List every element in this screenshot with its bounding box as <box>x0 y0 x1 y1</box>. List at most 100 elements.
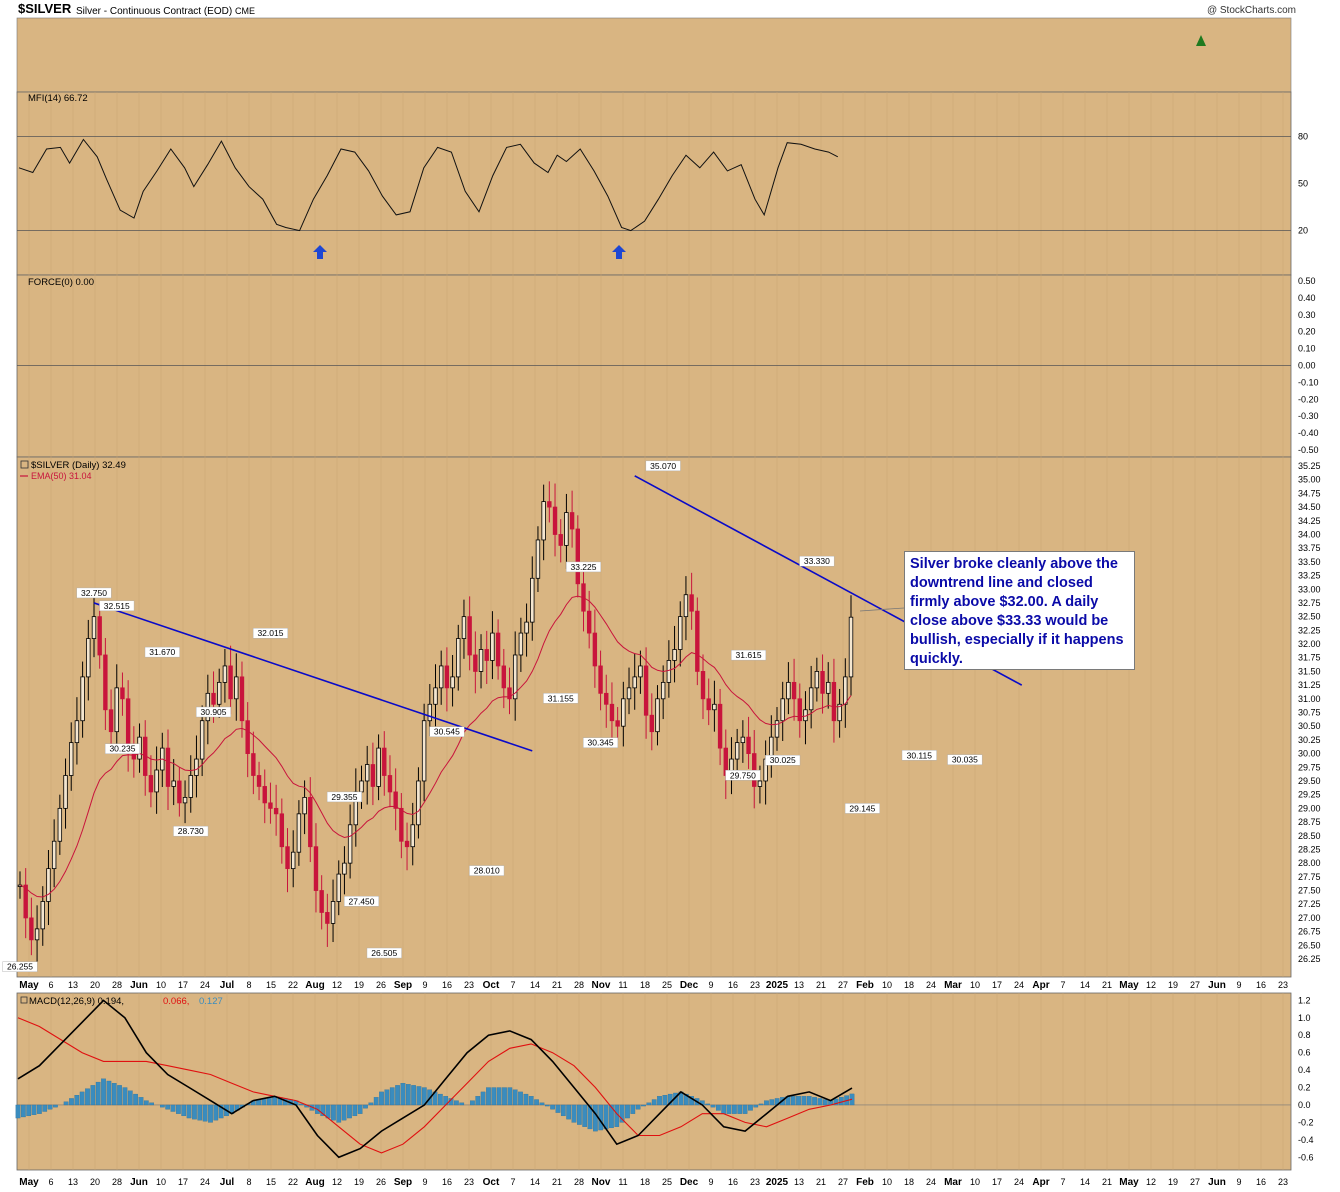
price-candle <box>814 671 820 689</box>
macd-panel-bg <box>16 992 1292 1171</box>
price-label-box-5 <box>173 825 209 837</box>
xaxis-bottom-30: Dec <box>680 1177 699 1188</box>
price-candle <box>285 846 290 870</box>
header-box <box>16 17 1292 93</box>
price-candle <box>672 649 677 661</box>
price-candle <box>632 676 637 689</box>
xaxis-top-38: Feb <box>856 980 874 991</box>
ema-label: EMA(50) 31.04 <box>31 471 92 481</box>
mfi-panel-bg <box>16 91 1292 276</box>
price-label-12: 28.010 <box>474 866 500 876</box>
macd-hist-bar <box>454 1100 459 1106</box>
price-label-3: 30.235 <box>109 744 135 754</box>
price-tick-10: 32.75 <box>1298 598 1321 608</box>
macd-hist-bar <box>336 1104 342 1123</box>
xaxis-bottom-45: 24 <box>1014 1177 1024 1187</box>
macd-hist-bar <box>213 1104 219 1121</box>
price-label-22: 30.115 <box>907 750 933 760</box>
macd-hist-bar <box>320 1104 326 1117</box>
price-candle <box>222 665 228 683</box>
xaxis-bottom-6: 10 <box>156 1177 166 1187</box>
price-label-11: 30.545 <box>434 727 460 737</box>
price-tick-7: 33.50 <box>1298 557 1321 567</box>
macd-hist-bar <box>662 1095 668 1106</box>
force-tick-9: -0.40 <box>1298 428 1319 438</box>
macd-hist-bar <box>411 1085 416 1106</box>
macd-hist-bar <box>582 1104 588 1127</box>
macd-hist-bar <box>63 1101 69 1106</box>
price-candle <box>268 802 273 809</box>
price-tick-22: 29.75 <box>1298 762 1321 772</box>
macd-hist-bar <box>69 1098 74 1106</box>
macd-hist-bar <box>373 1097 379 1106</box>
xaxis-top-57: 23 <box>1278 980 1288 990</box>
macd-hist-bar <box>512 1089 518 1106</box>
price-candle <box>330 901 336 924</box>
macd-hist-bar <box>833 1098 839 1106</box>
macd-tick-2: 0.8 <box>1298 1030 1311 1040</box>
macd-hist-bar <box>122 1087 128 1106</box>
price-candle <box>114 687 119 733</box>
macd-hist-bar <box>47 1104 53 1110</box>
xaxis-top-17: Sep <box>394 980 412 991</box>
force-tick-1: 0.40 <box>1298 293 1316 303</box>
price-tick-33: 27.00 <box>1298 913 1321 923</box>
xaxis-bottom-29: 25 <box>662 1177 672 1187</box>
mfi-line <box>18 138 839 232</box>
price-label-box-20 <box>799 555 835 567</box>
macd-hist-bar <box>42 1104 48 1112</box>
price-label-box-1 <box>76 587 112 599</box>
price-candle <box>774 720 780 738</box>
force-panel-bg <box>16 274 1292 458</box>
price-label-7: 32.015 <box>257 628 283 638</box>
force-tick-5: 0.00 <box>1298 361 1316 371</box>
price-tick-28: 28.25 <box>1298 844 1321 854</box>
price-candle <box>456 638 461 678</box>
xaxis-bottom-19: 16 <box>442 1177 452 1187</box>
price-candle <box>660 681 666 700</box>
macd-hist-bar <box>347 1104 352 1119</box>
price-label-17: 29.750 <box>730 770 756 780</box>
price-candle <box>86 638 91 678</box>
macd-hist-bar <box>822 1099 828 1106</box>
xaxis-top-27: 11 <box>618 980 627 990</box>
xaxis-top-29: 25 <box>662 980 672 990</box>
price-candle <box>91 616 97 639</box>
price-tick-19: 30.50 <box>1298 721 1321 731</box>
price-tick-15: 31.50 <box>1298 666 1321 676</box>
price-candle <box>234 676 239 700</box>
price-label-10: 26.505 <box>371 948 397 958</box>
price-tick-18: 30.75 <box>1298 708 1321 718</box>
price-candle <box>843 676 848 705</box>
price-tick-2: 34.75 <box>1298 488 1321 498</box>
xaxis-bottom-42: Mar <box>944 1177 962 1188</box>
force-label: FORCE(0) 0.00 <box>28 277 94 288</box>
price-candle <box>308 797 313 848</box>
macd-hist-bar <box>389 1087 395 1106</box>
price-candle <box>336 873 341 902</box>
xaxis-bottom-36: 21 <box>816 1177 826 1187</box>
price-candle <box>678 616 683 650</box>
price-candle <box>319 890 324 913</box>
macd-hist-bar <box>812 1097 817 1106</box>
price-legend-icon <box>20 460 29 469</box>
xaxis-bottom-0: May <box>19 1177 39 1188</box>
mfi-label: MFI(14) 66.72 <box>28 93 88 104</box>
macd-hist-bar <box>363 1104 368 1109</box>
price-candle <box>262 786 267 804</box>
price-candle <box>808 687 814 711</box>
xaxis-top-11: 15 <box>266 980 276 990</box>
price-candle <box>700 671 706 700</box>
price-candle <box>826 681 831 694</box>
price-tick-0: 35.25 <box>1298 461 1321 471</box>
macd-hist-bar <box>395 1085 400 1106</box>
xaxis-bottom-46: Apr <box>1032 1177 1049 1188</box>
xaxis-top-40: 18 <box>904 980 914 990</box>
annotation-callout: Silver broke cleanly above the downtrend… <box>904 551 1135 670</box>
macd-hist-bar <box>806 1096 812 1106</box>
price-candle <box>148 775 154 793</box>
xaxis-bottom-15: 19 <box>354 1177 364 1187</box>
macd-tick-1: 1.0 <box>1298 1013 1311 1023</box>
xaxis-bottom-25: 28 <box>574 1177 584 1187</box>
price-label-6: 30.905 <box>201 707 227 717</box>
